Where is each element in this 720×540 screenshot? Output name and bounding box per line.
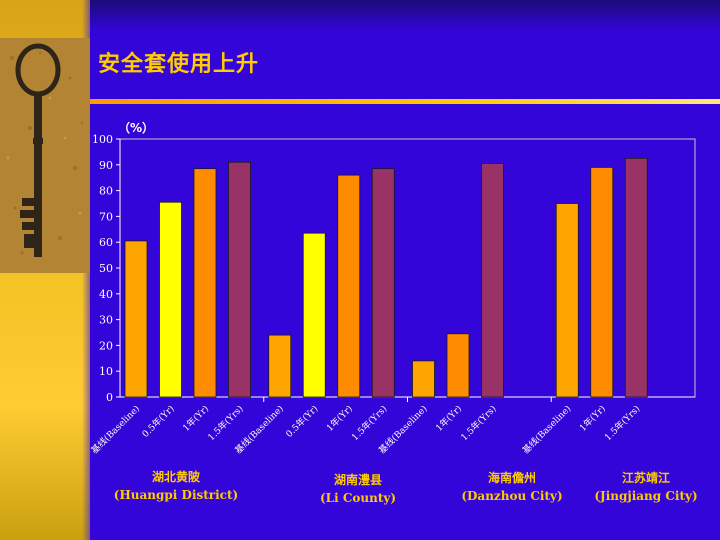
bar bbox=[268, 334, 292, 398]
x-tick-label: 0.5年(Yr) bbox=[283, 403, 320, 440]
slide-title: 安全套使用上升 bbox=[98, 52, 260, 77]
region-name-cn: 海南儋州 bbox=[487, 471, 536, 485]
y-tick-label: 40 bbox=[99, 288, 113, 301]
region-name-cn: 湖南澧县 bbox=[333, 473, 382, 487]
bar bbox=[193, 168, 217, 398]
y-tick-label: 50 bbox=[99, 262, 113, 275]
bar bbox=[590, 166, 614, 398]
y-tick-label: 70 bbox=[99, 210, 113, 223]
x-tick-label: 1年(Yr) bbox=[180, 403, 211, 434]
y-tick-label: 0 bbox=[106, 391, 113, 404]
title-rule bbox=[90, 99, 720, 104]
bar bbox=[124, 240, 148, 398]
y-tick-label: 30 bbox=[99, 314, 113, 327]
x-tick-label: 0.5年(Yr) bbox=[139, 403, 176, 440]
y-tick-label: 10 bbox=[99, 365, 113, 378]
region-name-en: (Danzhou City) bbox=[461, 489, 563, 503]
x-tick-label: 1年(Yr) bbox=[577, 403, 608, 434]
x-tick-label: 1.5年(Yrs) bbox=[458, 403, 498, 443]
y-axis-unit-label: （%） bbox=[118, 121, 155, 135]
bar bbox=[555, 203, 579, 398]
y-tick-label: 90 bbox=[99, 159, 113, 172]
region-name-cn: 湖北黄陂 bbox=[151, 470, 200, 484]
x-tick-label: 1年(Yr) bbox=[433, 403, 464, 434]
bar bbox=[371, 168, 395, 398]
y-tick-label: 20 bbox=[99, 339, 113, 352]
top-shade bbox=[90, 0, 720, 30]
bar bbox=[302, 232, 326, 398]
bar bbox=[412, 360, 435, 398]
region-name-en: (Huangpi District) bbox=[113, 488, 239, 502]
bar bbox=[624, 157, 648, 398]
region-name-cn: 江苏靖江 bbox=[621, 471, 670, 485]
bar bbox=[228, 161, 251, 398]
y-tick-label: 100 bbox=[92, 133, 113, 146]
bar bbox=[337, 174, 361, 398]
region-label: 江苏靖江 (Jingjiang City) bbox=[561, 469, 720, 505]
x-tick-label: 1.5年(Yrs) bbox=[602, 403, 642, 443]
bar bbox=[159, 201, 182, 398]
region-label: 海南儋州 (Danzhou City) bbox=[427, 469, 597, 505]
bar bbox=[446, 333, 470, 398]
x-tick-label: 基线(Baseline) bbox=[520, 403, 574, 457]
region-name-en: (Jingjiang City) bbox=[594, 489, 698, 503]
y-tick-label: 80 bbox=[99, 185, 113, 198]
region-name-en: (Li County) bbox=[319, 491, 397, 505]
y-tick-label: 60 bbox=[99, 236, 113, 249]
key-photo bbox=[0, 38, 90, 273]
bar bbox=[481, 163, 504, 398]
x-tick-label: 1.5年(Yrs) bbox=[349, 403, 389, 443]
region-label: 湖北黄陂 (Huangpi District) bbox=[91, 468, 261, 504]
x-tick-label: 1年(Yr) bbox=[324, 403, 355, 434]
x-tick-label: 基线(Baseline) bbox=[89, 403, 143, 457]
region-label: 湖南澧县 (Li County) bbox=[273, 471, 443, 507]
x-tick-label: 1.5年(Yrs) bbox=[205, 403, 245, 443]
